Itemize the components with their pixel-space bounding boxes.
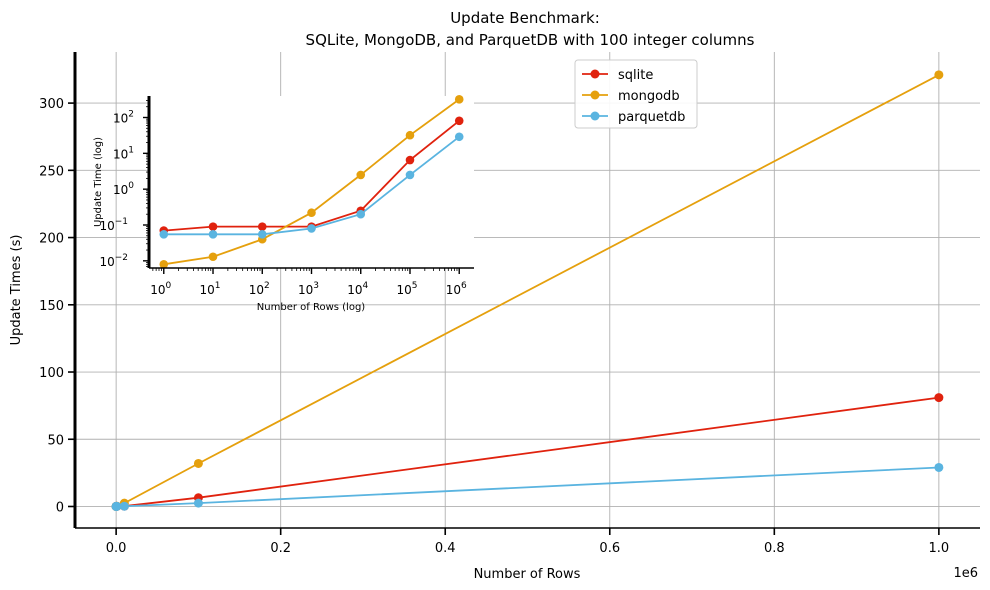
main-x-ticks: 0.0 0.2 0.4 0.6 0.8 1.0 [106, 528, 949, 556]
inset-x-axis-label: Number of Rows (log) [257, 302, 365, 313]
y-axis-label: Update Times (s) [9, 235, 24, 346]
series-line-parquetdb [116, 466, 939, 508]
inset-data-point-mongodb [159, 260, 169, 269]
inset-x-tick-label: 103 [298, 281, 319, 297]
legend-marker-mongodb [590, 90, 600, 100]
series-line-sqlite [116, 396, 940, 508]
inset-data-point-sqlite [257, 222, 267, 231]
inset-data-point-sqlite [208, 222, 218, 231]
inset-data-point-mongodb [454, 95, 464, 104]
y-tick-label: 300 [39, 97, 64, 112]
data-point-mongodb [934, 70, 944, 80]
inset-data-point-parquetdb [307, 224, 316, 233]
inset-data-point-mongodb [405, 130, 415, 140]
inset-data-point-parquetdb [159, 230, 169, 239]
inset-data-point-sqlite [454, 116, 464, 126]
inset-data-point-parquetdb [405, 170, 415, 180]
data-point-parquetdb [934, 462, 944, 472]
legend-label-parquetdb: parquetdb [618, 110, 685, 125]
chart-subtitle: SQLite, MongoDB, and ParquetDB with 100 … [306, 31, 755, 49]
inset-data-point-parquetdb [257, 230, 267, 239]
inset-data-point-mongodb [356, 170, 366, 180]
y-tick-label: 200 [39, 232, 64, 247]
inset-data-point-mongodb [307, 208, 316, 218]
x-tick-label: 0.0 [106, 541, 127, 556]
x-tick-label: 0.8 [764, 541, 785, 556]
inset-data-point-parquetdb [454, 132, 464, 142]
inset-x-tick-label: 102 [249, 281, 270, 297]
inset-y-axis-label: Update Time (log) [93, 137, 104, 227]
x-tick-label: 0.2 [270, 541, 291, 556]
y-tick-label: 250 [39, 164, 64, 179]
inset-background [149, 96, 474, 268]
x-axis-offset-label: 1e6 [953, 566, 978, 581]
y-tick-label: 0 [56, 500, 64, 515]
x-tick-label: 0.6 [599, 541, 620, 556]
legend: sqlite mongodb parquetdb [574, 59, 698, 129]
inset-data-point-parquetdb [356, 209, 366, 219]
inset-x-tick-label: 101 [200, 281, 221, 297]
main-axes [73, 52, 980, 529]
y-tick-label: 150 [39, 299, 64, 314]
legend-frame [574, 59, 698, 129]
data-point-mongodb [193, 458, 203, 468]
y-tick-label: 50 [47, 433, 64, 448]
inset-y-tick-label: 102 [113, 110, 134, 126]
inset-x-tick-label: 106 [446, 281, 467, 297]
x-axis-label: Number of Rows [474, 567, 581, 582]
inset-x-tick-label: 104 [347, 281, 368, 297]
inset-y-tick-label: 10−2 [99, 253, 128, 269]
legend-marker-sqlite [590, 69, 600, 79]
inset-y-tick-label: 101 [113, 145, 134, 161]
legend-label-sqlite: sqlite [618, 68, 653, 83]
inset-x-tick-label: 105 [396, 281, 417, 297]
data-point-parquetdb [193, 498, 203, 508]
inset-x-tick-label: 100 [150, 281, 171, 297]
y-tick-label: 100 [39, 366, 64, 381]
inset-data-point-parquetdb [208, 230, 218, 239]
chart-title: Update Benchmark: [450, 9, 600, 27]
x-tick-label: 1.0 [929, 541, 950, 556]
main-series-group [111, 70, 944, 511]
inset-chart: 100 101 102 103 104 105 106 10−210−1100101102 … [93, 95, 474, 313]
inset-data-point-mongodb [208, 252, 218, 262]
inset-y-tick-label: 100 [113, 181, 134, 197]
legend-label-mongodb: mongodb [618, 89, 680, 104]
data-point-parquetdb [112, 501, 122, 511]
inset-x-ticks: 100 101 102 103 104 105 106 [150, 268, 467, 297]
main-y-ticks: 0 50 100 150 200 250 300 [39, 97, 75, 515]
x-tick-label: 0.4 [435, 541, 456, 556]
data-point-parquetdb [119, 501, 129, 511]
inset-series-group [159, 95, 464, 269]
inset-data-point-sqlite [405, 155, 415, 165]
data-point-sqlite [934, 393, 944, 403]
legend-marker-parquetdb [590, 111, 600, 121]
